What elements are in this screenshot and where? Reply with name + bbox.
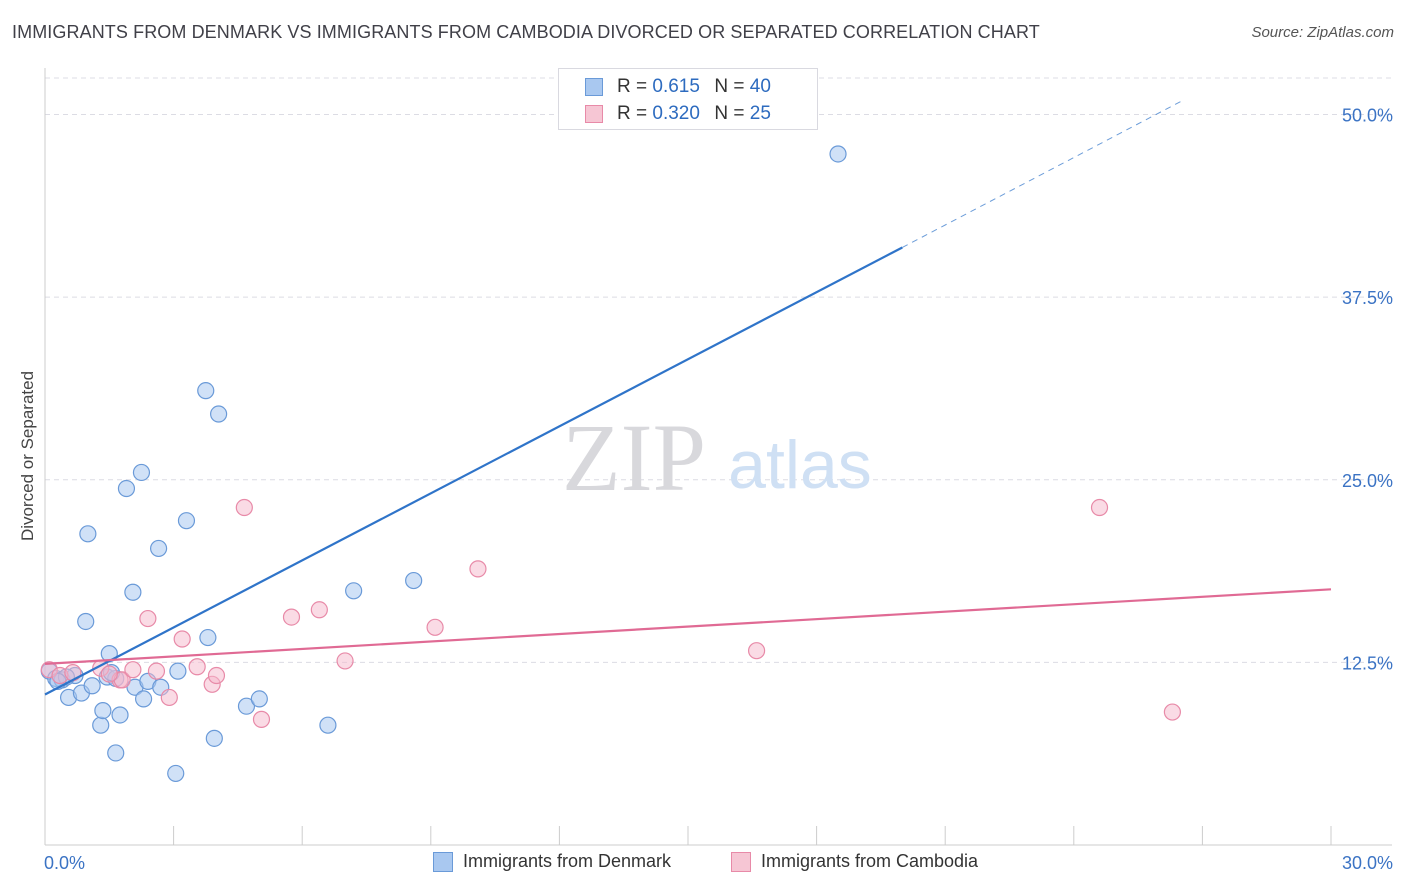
cambodia-point	[235, 498, 253, 517]
denmark-point	[210, 405, 228, 423]
denmark-point	[134, 690, 153, 708]
cambodia-swatch	[585, 105, 603, 123]
cambodia-point	[282, 608, 301, 626]
denmark-point	[405, 571, 423, 590]
cambodia-point	[147, 662, 166, 680]
cambodia-n-value: 25	[749, 103, 771, 124]
legend-row-denmark: R = 0.615 N = 40	[585, 75, 771, 99]
r-label: R =	[617, 76, 648, 97]
denmark-point	[169, 662, 187, 680]
watermark-zip: ZIP	[562, 404, 706, 511]
cambodia-point	[747, 642, 766, 660]
denmark-r-value: 0.615	[652, 76, 700, 97]
cambodia-r-value: 0.320	[652, 103, 700, 124]
y-tick-label: 50.0%	[1342, 106, 1393, 126]
cambodia-point	[139, 609, 157, 628]
denmark-point	[319, 716, 337, 734]
denmark-point	[199, 628, 217, 647]
denmark-point	[205, 729, 223, 747]
cambodia-points	[40, 498, 1181, 728]
n-label: N =	[714, 103, 745, 124]
cambodia-trend-line	[44, 588, 1332, 665]
denmark-series-name: Immigrants from Denmark	[463, 851, 672, 871]
y-tick-label: 37.5%	[1342, 288, 1393, 308]
denmark-point	[177, 512, 196, 530]
denmark-point	[149, 539, 168, 558]
denmark-point	[250, 690, 268, 708]
cambodia-series-name: Immigrants from Cambodia	[761, 851, 979, 871]
cambodia-point	[1163, 703, 1181, 721]
denmark-n-value: 40	[749, 76, 771, 97]
cambodia-point	[207, 666, 226, 685]
series-legend-denmark: Immigrants from Denmark	[433, 851, 671, 872]
cambodia-point	[160, 688, 178, 707]
correlation-legend: R = 0.615 N = 40 R = 0.320 N = 25	[558, 68, 818, 130]
n-label: N =	[714, 76, 745, 97]
denmark-trend-line	[44, 246, 903, 696]
legend-row-cambodia: R = 0.320 N = 25	[585, 102, 771, 126]
watermark: ZIP atlas	[562, 404, 872, 511]
denmark-trend-extension	[902, 100, 1182, 248]
cambodia-point	[124, 661, 142, 679]
denmark-point	[107, 744, 125, 762]
chart-title: IMMIGRANTS FROM DENMARK VS IMMIGRANTS FR…	[12, 22, 1040, 42]
denmark-point	[79, 525, 97, 543]
denmark-point	[132, 463, 151, 482]
y-tick-label: 12.5%	[1342, 653, 1393, 673]
cambodia-point	[336, 652, 354, 670]
cambodia-point	[252, 710, 271, 728]
tick-labels: 12.5% 25.0% 37.5% 50.0% 0.0% 30.0%	[44, 106, 1393, 873]
cambodia-point	[310, 601, 328, 619]
denmark-point	[92, 716, 110, 734]
cambodia-point	[173, 630, 191, 648]
denmark-point	[237, 697, 256, 715]
cambodia-point	[100, 665, 118, 683]
denmark-point	[197, 382, 215, 400]
axes	[44, 68, 1392, 846]
cambodia-point	[426, 618, 444, 636]
denmark-point	[117, 479, 136, 498]
x-tick-label: 30.0%	[1342, 853, 1393, 873]
trend-lines	[44, 100, 1332, 696]
y-tick-label: 25.0%	[1342, 471, 1393, 491]
denmark-swatch	[585, 78, 603, 96]
denmark-point	[345, 582, 363, 600]
grid-lines	[45, 77, 1392, 663]
cambodia-point	[1090, 498, 1109, 517]
denmark-point	[83, 677, 101, 695]
denmark-point	[829, 145, 847, 163]
cambodia-point	[188, 658, 206, 676]
watermark-atlas: atlas	[728, 427, 872, 503]
y-axis-label: Divorced or Separated	[18, 371, 37, 541]
denmark-point	[124, 583, 142, 601]
cambodia-legend-swatch	[731, 851, 751, 872]
source-credit: Source: ZipAtlas.com	[1251, 24, 1394, 41]
denmark-point	[77, 612, 95, 631]
cambodia-point	[469, 560, 487, 578]
series-legend-cambodia: Immigrants from Cambodia	[731, 851, 978, 872]
x-tick-label: 0.0%	[44, 853, 85, 873]
denmark-point	[111, 706, 129, 724]
denmark-point	[167, 764, 185, 783]
denmark-legend-swatch	[433, 851, 453, 872]
denmark-point	[94, 701, 112, 720]
denmark-points	[40, 145, 847, 783]
r-label: R =	[617, 103, 648, 124]
